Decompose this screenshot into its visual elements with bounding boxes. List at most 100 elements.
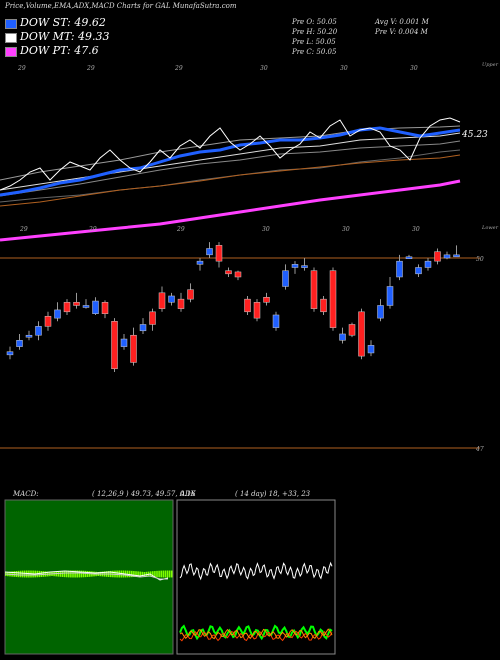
macd-bar [82, 570, 85, 578]
candle-body [291, 264, 299, 268]
macd-params: ( 12,26,9 ) 49.73, 49.57, 0.16 [92, 490, 196, 498]
macd-bar [131, 570, 133, 578]
macd-bar [137, 571, 139, 577]
top-tick-label: 29 [174, 65, 183, 72]
upper-band-line [0, 125, 461, 181]
macd-bar [164, 570, 167, 578]
pt-ema-line [0, 179, 461, 242]
macd-bar [160, 570, 162, 578]
candle-body [35, 326, 42, 336]
price-label-50: 50 [476, 256, 484, 263]
candle-body [206, 248, 213, 256]
prev-volume: Pre V: 0.004 M [375, 28, 428, 36]
candle-body [215, 245, 223, 262]
macd-bar [156, 570, 158, 578]
candle-body [63, 302, 71, 313]
legend-st-label: DOW ST: 49.62 [20, 16, 106, 29]
macd-bar [13, 571, 15, 577]
candle-body [139, 324, 147, 332]
candle-body [358, 311, 365, 357]
ema-value-label: 45.23 [461, 130, 488, 140]
macd-bar [135, 571, 137, 577]
macd-bar [72, 570, 74, 578]
top-tick-label: 30 [410, 65, 418, 72]
candle-body [187, 289, 194, 300]
macd-title: MACD: [12, 490, 39, 498]
top-tick-label: 29 [86, 65, 95, 72]
candle-body [92, 300, 99, 314]
macd-bar [80, 570, 83, 578]
macd-bar [40, 571, 43, 577]
mid-tick-label: 29 [19, 226, 28, 233]
macd-bar [38, 570, 41, 578]
adx-background [176, 499, 336, 655]
candle-body [310, 270, 318, 309]
candle-body [120, 338, 128, 347]
macd-line [4, 570, 169, 581]
candle-body [367, 345, 375, 354]
macd-bar [166, 570, 169, 578]
candle-body [149, 311, 156, 325]
candle-body [196, 260, 204, 265]
macd-bar [57, 571, 60, 577]
adx-panel: ADX ( 14 day) 18, +33, 23 [176, 490, 336, 655]
legend-mt-swatch [5, 33, 17, 43]
orange-ema-line [0, 154, 461, 207]
chart-title: Price,Volume,EMA,ADX,MACD Charts for GAL… [5, 2, 237, 10]
candle-body [405, 256, 413, 259]
candle-body [54, 309, 61, 319]
avg-volume: Avg V: 0.001 M [375, 18, 429, 26]
macd-bar [23, 570, 26, 578]
macd-bar [70, 570, 72, 578]
macd-bar [68, 570, 70, 578]
adx-di-minus-line [179, 630, 333, 642]
candle-body [16, 340, 23, 347]
macd-bar [76, 570, 78, 578]
macd-bar [158, 570, 160, 578]
legend-mt-label: DOW MT: 49.33 [20, 30, 110, 43]
candle-body [415, 267, 422, 275]
macd-bar [61, 571, 64, 577]
candle-body [73, 302, 80, 306]
candle-body [377, 305, 384, 319]
macd-bar [141, 571, 144, 577]
macd-bar [65, 570, 68, 578]
legend-pt-swatch [5, 47, 17, 57]
top-tick-label: 30 [340, 65, 348, 72]
candle-body [158, 292, 166, 309]
gray-band-line [0, 140, 461, 197]
candle-body [44, 315, 52, 327]
macd-bar [152, 571, 154, 577]
macd-bar [17, 570, 20, 578]
macd-bar [133, 571, 135, 577]
macd-bar [145, 571, 148, 577]
mid-tick-label: 30 [342, 226, 350, 233]
macd-bar [15, 571, 18, 577]
candle-body [111, 321, 118, 370]
ema-panel: Upper Lower 45.23 29 29 29 30 30 30 [0, 62, 499, 242]
macd-bar [26, 570, 28, 578]
adx-di-plus-line [179, 561, 333, 581]
mid-tick-label: 30 [412, 226, 420, 233]
candle-body [320, 298, 327, 313]
upper-label: Upper [482, 62, 499, 68]
adx-params: ( 14 day) 18, +33, 23 [235, 490, 311, 498]
macd-bar [78, 570, 81, 578]
adx-orange-line [179, 628, 333, 640]
candle-body [386, 286, 394, 306]
prev-high: Pre H: 50.20 [292, 28, 338, 36]
candle-panel: 29 29 29 30 30 30 50 47 [0, 226, 484, 453]
macd-bar [162, 570, 165, 578]
candle-body [225, 270, 232, 275]
prev-close: Pre C: 50.05 [292, 48, 337, 56]
candle-body [130, 334, 137, 363]
macd-bar [154, 571, 156, 577]
candle-body [329, 270, 337, 328]
candle-body [434, 251, 441, 262]
candle-body [396, 260, 403, 278]
candle-body [168, 295, 175, 303]
macd-bar [143, 571, 146, 577]
candle-body [348, 324, 356, 336]
prev-low: Pre L: 50.05 [292, 38, 336, 46]
